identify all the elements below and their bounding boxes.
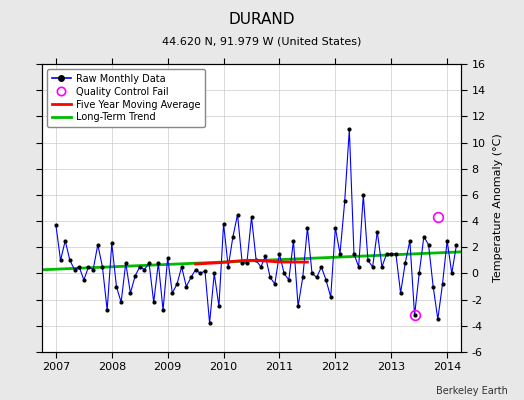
- Text: 44.620 N, 91.979 W (United States): 44.620 N, 91.979 W (United States): [162, 36, 362, 46]
- Legend: Raw Monthly Data, Quality Control Fail, Five Year Moving Average, Long-Term Tren: Raw Monthly Data, Quality Control Fail, …: [47, 69, 205, 127]
- Y-axis label: Temperature Anomaly (°C): Temperature Anomaly (°C): [493, 134, 503, 282]
- Text: DURAND: DURAND: [229, 12, 295, 27]
- Text: Berkeley Earth: Berkeley Earth: [436, 386, 508, 396]
